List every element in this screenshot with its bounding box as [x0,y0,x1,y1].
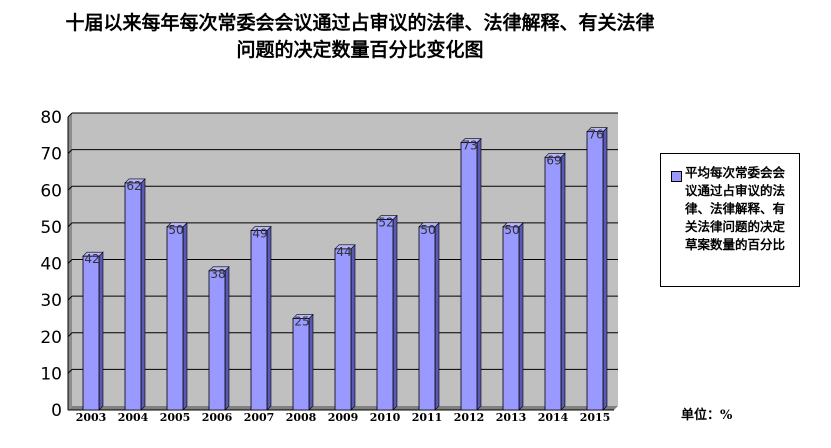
bar-side [434,222,440,411]
chart-title: 十届以来每年每次常委会会议通过占审议的法律、法律解释、有关法律 问题的决定数量百… [0,10,720,64]
y-tick-label: 60 [40,181,62,201]
gridline-side [67,185,73,191]
chart-title-line-1: 十届以来每年每次常委会会议通过占审议的法律、法律解释、有关法律 [65,12,655,34]
bar [586,131,604,411]
bar-side [308,313,314,411]
bar-side [476,137,482,411]
x-tick-label: 2014 [538,411,569,424]
data-label: 42 [84,252,99,266]
data-label: 49 [252,227,267,241]
x-tick-label: 2003 [76,411,107,424]
bar [544,156,562,411]
bar [166,226,184,411]
bar-side [224,266,230,411]
bar-side [98,251,104,411]
bar [418,226,436,411]
y-tick-label: 10 [40,364,62,384]
x-tick-label: 2011 [412,411,443,424]
gridline-side [67,222,73,228]
x-tick-label: 2009 [328,411,359,424]
bar-side [140,178,146,411]
bar-side [560,152,566,411]
bar-side [518,222,524,411]
data-label: 52 [378,216,393,230]
x-tick-label: 2010 [370,411,401,424]
bar-side [266,225,272,411]
data-label: 25 [294,314,309,328]
bar-side [182,222,188,411]
y-tick-label: 70 [40,145,62,165]
data-label: 38 [210,267,225,281]
chart-title-line-2: 问题的决定数量百分比变化图 [236,39,484,61]
bar [376,219,394,411]
legend-label: 平均每次常委会会议通过占审议的法律、法律解释、有关法律问题的决定草案数量的百分比 [685,165,786,252]
x-tick-label: 2008 [286,411,317,424]
bar [82,255,100,411]
x-tick-label: 2004 [118,411,149,424]
gridline-side [67,259,73,264]
bar [124,182,142,411]
bar [250,230,268,411]
unit-label: 单位：% [681,408,733,423]
bar [208,270,226,411]
gridline-side [67,369,73,374]
bar-side [392,214,398,411]
legend: 平均每次常委会会议通过占审议的法律、法律解释、有关法律问题的决定草案数量的百分比 [660,153,800,287]
data-label: 69 [546,153,561,167]
x-tick-label: 2006 [202,411,233,424]
gridline-side [67,295,73,301]
bar [460,142,478,411]
x-tick-label: 2012 [454,411,485,424]
data-label: 62 [126,179,141,193]
bar [502,226,520,411]
x-tick-label: 2007 [244,411,275,424]
gridline-side [67,149,73,154]
y-tick-label: 30 [40,291,62,311]
y-tick-label: 80 [40,108,62,128]
bar-side [602,126,608,411]
data-label: 50 [504,223,519,237]
data-label: 44 [336,245,351,259]
y-tick-label: 50 [40,218,62,238]
gridline-side [67,112,73,118]
legend-swatch [671,171,682,182]
bar [334,248,352,411]
data-label: 50 [168,223,183,237]
gridline-side [67,332,73,338]
bar-side [350,244,356,411]
x-tick-label: 2005 [160,411,191,424]
x-tick-label: 2013 [496,411,527,424]
data-label: 73 [462,139,477,153]
y-tick-label: 20 [40,328,62,348]
y-tick-label: 40 [40,255,62,275]
data-label: 50 [420,223,435,237]
y-tick-label: 0 [51,401,62,421]
x-tick-label: 2015 [580,411,611,424]
bar [292,318,310,411]
data-label: 76 [588,128,603,142]
